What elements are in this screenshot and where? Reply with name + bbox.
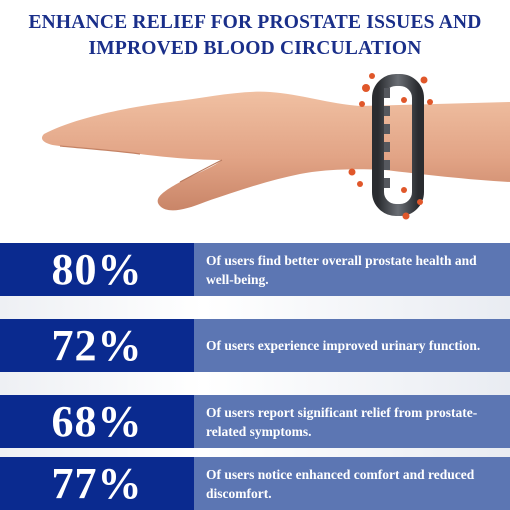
stat-row: 72% Of users experience improved urinary… [0, 319, 510, 372]
hand [42, 91, 510, 211]
stat-row: 77% Of users notice enhanced comfort and… [0, 457, 510, 510]
stat-percent: 77% [0, 457, 194, 510]
stat-description: Of users report significant relief from … [194, 395, 510, 448]
title-line-2: IMPROVED BLOOD CIRCULATION [88, 38, 422, 59]
stat-percent: 72% [0, 319, 194, 372]
stat-description: Of users experience improved urinary fun… [194, 319, 510, 372]
page-title: ENHANCE RELIEF FOR PROSTATE ISSUES AND I… [0, 10, 510, 62]
stat-row: 80% Of users find better overall prostat… [0, 243, 510, 296]
stat-description: Of users find better overall prostate he… [194, 243, 510, 296]
divider-band [0, 372, 510, 395]
hand-with-bracelet-illustration [42, 73, 510, 220]
stat-percent: 68% [0, 395, 194, 448]
divider-band [0, 296, 510, 319]
magnet-beads [348, 73, 433, 220]
stat-percent: 80% [0, 243, 194, 296]
magnetic-bracelet [372, 74, 424, 216]
title-line-1: ENHANCE RELIEF FOR PROSTATE ISSUES AND [28, 12, 482, 33]
stat-description: Of users notice enhanced comfort and red… [194, 457, 510, 510]
stat-row: 68% Of users report significant relief f… [0, 395, 510, 448]
